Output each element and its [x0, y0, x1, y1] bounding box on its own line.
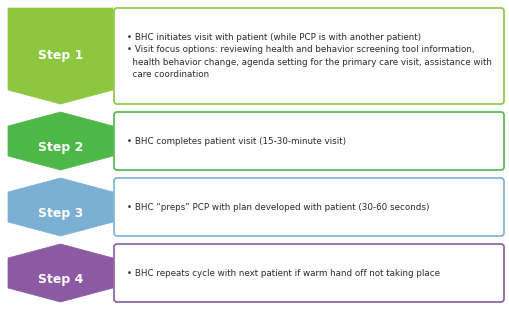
Text: Step 3: Step 3 [38, 207, 83, 221]
Polygon shape [8, 178, 113, 236]
FancyBboxPatch shape [114, 8, 504, 104]
FancyBboxPatch shape [114, 178, 504, 236]
FancyBboxPatch shape [114, 112, 504, 170]
Polygon shape [8, 8, 113, 104]
Text: • BHC “preps” PCP with plan developed with patient (30-60 seconds): • BHC “preps” PCP with plan developed wi… [127, 202, 430, 212]
Polygon shape [8, 244, 113, 302]
Text: • BHC completes patient visit (15-30-minute visit): • BHC completes patient visit (15-30-min… [127, 136, 346, 145]
Text: Step 4: Step 4 [38, 273, 83, 286]
Text: • BHC initiates visit with patient (while PCP is with another patient)
• Visit f: • BHC initiates visit with patient (whil… [127, 33, 492, 79]
FancyBboxPatch shape [114, 244, 504, 302]
Text: Step 2: Step 2 [38, 142, 83, 155]
Text: • BHC repeats cycle with next patient if warm hand off not taking place: • BHC repeats cycle with next patient if… [127, 269, 440, 277]
Polygon shape [8, 112, 113, 170]
Text: Step 1: Step 1 [38, 50, 83, 63]
